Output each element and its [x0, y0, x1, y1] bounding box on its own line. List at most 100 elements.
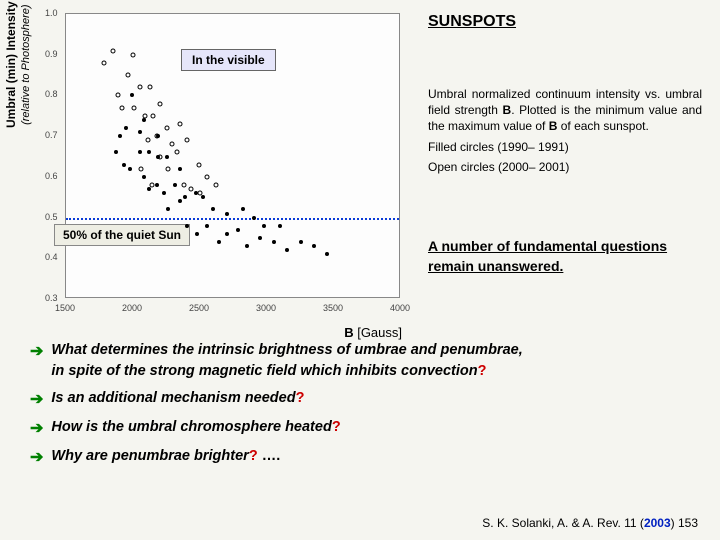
answer-statement: A number of fundamental questions remain… — [428, 237, 702, 276]
data-point-filled — [166, 207, 170, 211]
arrow-icon: ➔ — [30, 446, 43, 469]
data-point-open — [116, 93, 121, 98]
data-point-open — [177, 121, 182, 126]
data-point-open — [125, 73, 130, 78]
data-point-open — [196, 162, 201, 167]
page-title: SUNSPOTS — [428, 13, 702, 31]
data-point-open — [148, 85, 153, 90]
data-point-filled — [138, 150, 142, 154]
data-point-filled — [225, 232, 229, 236]
data-point-open — [164, 126, 169, 131]
caption-p1: Umbral normalized continuum intensity vs… — [428, 86, 702, 135]
question-2: ➔ Is an additional mechanism needed? — [30, 388, 700, 411]
data-point-open — [198, 191, 203, 196]
y-tick: 0.8 — [45, 89, 58, 99]
arrow-icon: ➔ — [30, 388, 43, 411]
data-point-filled — [217, 240, 221, 244]
data-point-open — [175, 150, 180, 155]
data-point-filled — [245, 244, 249, 248]
data-point-filled — [205, 224, 209, 228]
data-point-filled — [201, 195, 205, 199]
y-tick: 0.7 — [45, 130, 58, 140]
y-tick: 0.6 — [45, 171, 58, 181]
data-point-open — [101, 60, 106, 65]
y-tick: 0.4 — [45, 252, 58, 262]
question-1: ➔ What determines the intrinsic brightne… — [30, 340, 700, 382]
data-point-open — [120, 105, 125, 110]
questions-list: ➔ What determines the intrinsic brightne… — [0, 328, 720, 470]
data-point-filled — [118, 134, 122, 138]
data-point-open — [204, 174, 209, 179]
data-point-open — [110, 48, 115, 53]
data-point-filled — [225, 212, 229, 216]
data-point-filled — [130, 93, 134, 97]
data-point-open — [157, 154, 162, 159]
data-point-open — [131, 52, 136, 57]
visible-label: In the visible — [181, 49, 276, 71]
data-point-open — [151, 113, 156, 118]
x-tick: 3000 — [256, 303, 276, 313]
data-point-filled — [124, 126, 128, 130]
data-point-filled — [312, 244, 316, 248]
data-point-filled — [285, 248, 289, 252]
data-point-filled — [185, 224, 189, 228]
data-point-filled — [165, 155, 169, 159]
arrow-icon: ➔ — [30, 340, 43, 363]
data-point-open — [157, 101, 162, 106]
data-point-filled — [162, 191, 166, 195]
question-4: ➔ Why are penumbrae brighter? …. — [30, 446, 700, 469]
x-tick: 1500 — [55, 303, 75, 313]
x-tick: 4000 — [390, 303, 410, 313]
data-point-open — [145, 138, 150, 143]
y-tick: 0.9 — [45, 49, 58, 59]
data-point-filled — [178, 199, 182, 203]
caption-p3: Open circles (2000– 2001) — [428, 159, 702, 175]
arrow-icon: ➔ — [30, 417, 43, 440]
y-tick: 1.0 — [45, 8, 58, 18]
x-tick: 3500 — [323, 303, 343, 313]
data-point-open — [181, 183, 186, 188]
fifty-percent-label: 50% of the quiet Sun — [54, 224, 190, 246]
data-point-filled — [122, 163, 126, 167]
description-panel: SUNSPOTS Umbral normalized continuum int… — [410, 8, 710, 328]
x-tick: 2500 — [189, 303, 209, 313]
y-axis-label: Umbral (min) Intensity (relative to Phot… — [4, 1, 32, 128]
data-point-open — [214, 183, 219, 188]
data-point-filled — [147, 150, 151, 154]
data-point-filled — [195, 232, 199, 236]
data-point-filled — [262, 224, 266, 228]
data-point-filled — [128, 167, 132, 171]
data-point-filled — [241, 207, 245, 211]
data-point-filled — [211, 207, 215, 211]
data-point-filled — [142, 118, 146, 122]
data-point-open — [165, 166, 170, 171]
data-point-filled — [258, 236, 262, 240]
data-point-open — [169, 142, 174, 147]
data-point-open — [139, 166, 144, 171]
data-point-filled — [278, 224, 282, 228]
data-point-filled — [173, 183, 177, 187]
question-3: ➔ How is the umbral chromosphere heated? — [30, 417, 700, 440]
y-tick: 0.3 — [45, 293, 58, 303]
x-tick: 2000 — [122, 303, 142, 313]
caption-p2: Filled circles (1990– 1991) — [428, 139, 702, 155]
data-point-open — [184, 138, 189, 143]
data-point-filled — [252, 216, 256, 220]
data-point-filled — [299, 240, 303, 244]
plot-area: In the visible 50% of the quiet Sun — [65, 13, 400, 298]
data-point-filled — [138, 130, 142, 134]
citation: S. K. Solanki, A. & A. Rev. 11 (2003) 15… — [482, 516, 698, 530]
x-axis-label: B [Gauss] — [344, 325, 402, 340]
data-point-filled — [178, 167, 182, 171]
data-point-filled — [236, 228, 240, 232]
data-point-filled — [325, 252, 329, 256]
data-point-open — [188, 187, 193, 192]
data-point-filled — [114, 150, 118, 154]
data-point-filled — [147, 187, 151, 191]
data-point-open — [137, 85, 142, 90]
data-point-open — [143, 113, 148, 118]
y-tick: 0.5 — [45, 212, 58, 222]
data-point-open — [132, 105, 137, 110]
data-point-filled — [142, 175, 146, 179]
scatter-chart: Umbral (min) Intensity (relative to Phot… — [10, 8, 410, 328]
